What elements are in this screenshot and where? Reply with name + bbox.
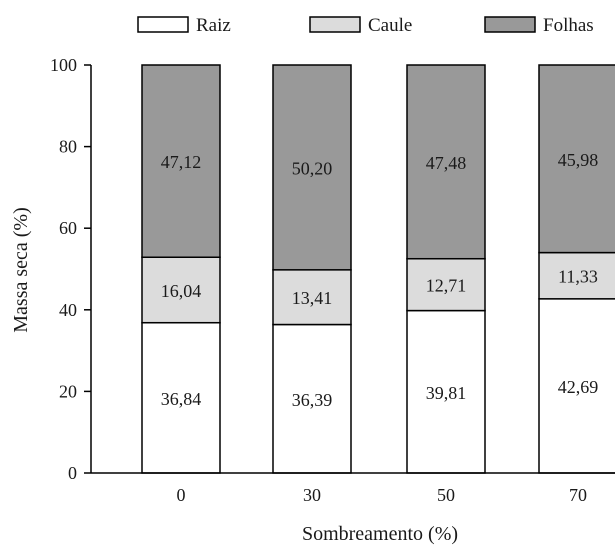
legend-swatch-caule <box>309 16 361 33</box>
data-label: 11,33 <box>558 267 598 287</box>
bars: 36,84 16,04 47,12 36,39 13,41 50,20 39,81 12,71… <box>141 64 615 474</box>
x-ticks: 0 30 50 70 <box>177 485 588 505</box>
bar-segment-caule <box>141 256 221 324</box>
y-tick-label: 80 <box>59 137 77 157</box>
data-label: 47,48 <box>426 153 467 173</box>
y-tick-label: 60 <box>59 218 77 238</box>
legend-swatch-folhas <box>484 16 536 33</box>
x-tick-label: 50 <box>437 485 455 505</box>
bar-segment-caule <box>406 257 486 312</box>
y-ticks: 0 20 40 60 80 100 <box>50 55 91 483</box>
data-label: 36,39 <box>292 390 333 410</box>
x-tick-label: 30 <box>303 485 321 505</box>
y-tick-label: 20 <box>59 381 77 401</box>
data-label: 47,12 <box>161 152 202 172</box>
bar-segment-caule <box>272 269 352 326</box>
data-label: 13,41 <box>292 288 333 308</box>
x-tick-label: 0 <box>177 485 186 505</box>
legend-label-caule: Caule <box>368 15 412 36</box>
data-label: 36,84 <box>161 389 202 409</box>
x-axis-title: Sombreamento (%) <box>302 523 458 545</box>
bar-segment-folhas <box>538 64 615 254</box>
axes <box>90 65 615 474</box>
data-label: 39,81 <box>426 383 467 403</box>
bar-segment-caule <box>538 251 615 300</box>
legend: Raiz Caule Folhas <box>137 15 594 36</box>
data-label: 16,04 <box>161 281 202 301</box>
bar-segment-raiz <box>538 298 615 474</box>
y-tick-label: 0 <box>68 463 77 483</box>
data-label: 12,71 <box>426 276 467 296</box>
legend-swatch-raiz <box>137 16 189 33</box>
y-tick-label: 100 <box>50 55 77 75</box>
data-label: 50,20 <box>292 158 333 178</box>
y-tick-label: 40 <box>59 300 77 320</box>
bar-segment-folhas <box>406 64 486 260</box>
data-label: 42,69 <box>558 377 599 397</box>
bar-segment-raiz <box>141 321 221 474</box>
legend-label-folhas: Folhas <box>543 15 594 36</box>
y-axis-title: Massa seca (%) <box>10 207 32 333</box>
bar-segment-folhas <box>141 64 221 258</box>
bar-segment-folhas <box>272 64 352 271</box>
data-label: 45,98 <box>558 150 599 170</box>
legend-label-raiz: Raiz <box>196 15 231 36</box>
bar-segment-raiz <box>272 323 352 474</box>
x-tick-label: 70 <box>569 485 587 505</box>
